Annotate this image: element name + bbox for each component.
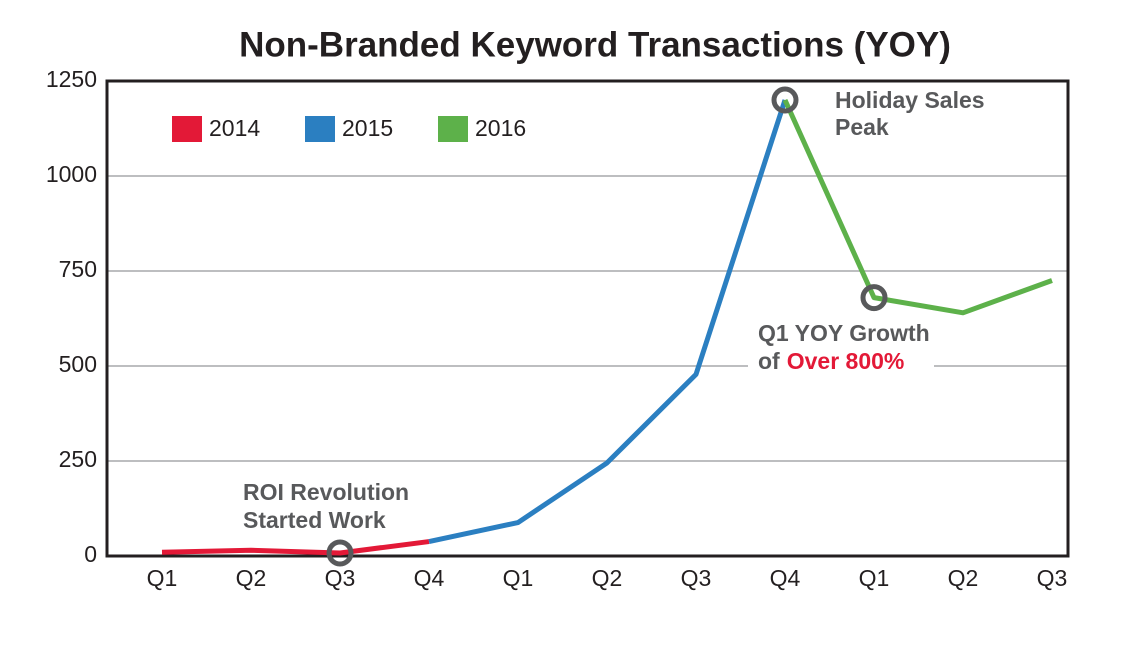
y-tick-label: 250 bbox=[59, 446, 97, 472]
x-tick-label: Q1 bbox=[859, 565, 890, 591]
legend-swatch bbox=[305, 116, 335, 142]
x-tick-label: Q2 bbox=[592, 565, 623, 591]
x-tick-label: Q2 bbox=[236, 565, 267, 591]
legend-swatch bbox=[438, 116, 468, 142]
x-tick-label: Q3 bbox=[1037, 565, 1068, 591]
chart-title: Non-Branded Keyword Transactions (YOY) bbox=[239, 25, 951, 64]
x-tick-label: Q4 bbox=[770, 565, 801, 591]
legend-label: 2016 bbox=[475, 115, 526, 141]
data-line bbox=[428, 99, 788, 545]
annotation: of Over 800% bbox=[758, 348, 904, 374]
legend-label: 2015 bbox=[342, 115, 393, 141]
y-tick-label: 750 bbox=[59, 256, 97, 282]
annotation: Peak bbox=[835, 114, 889, 140]
x-tick-label: Q3 bbox=[681, 565, 712, 591]
data-line bbox=[782, 98, 1053, 316]
legend-swatch bbox=[172, 116, 202, 142]
y-tick-label: 0 bbox=[84, 541, 97, 567]
highlight-circle bbox=[326, 539, 354, 567]
annotation: Holiday Sales bbox=[835, 87, 985, 113]
x-tick-label: Q1 bbox=[503, 565, 534, 591]
highlight-circle bbox=[860, 284, 888, 312]
annotation: Q1 YOY Growth bbox=[758, 320, 930, 346]
legend-label: 2014 bbox=[209, 115, 260, 141]
x-tick-label: Q4 bbox=[414, 565, 445, 591]
annotation-background bbox=[748, 318, 934, 380]
x-tick-label: Q2 bbox=[948, 565, 979, 591]
x-tick-label: Q1 bbox=[147, 565, 178, 591]
y-tick-label: 500 bbox=[59, 351, 97, 377]
annotation: Started Work bbox=[243, 507, 386, 533]
annotation-part: of bbox=[758, 348, 780, 374]
annotation: ROI Revolution bbox=[243, 479, 409, 505]
annotation-highlight: Over 800% bbox=[787, 348, 905, 374]
y-tick-label: 1000 bbox=[46, 161, 97, 187]
y-tick-label: 1250 bbox=[46, 66, 97, 92]
plot-frame bbox=[105, 79, 1070, 558]
x-tick-label: Q3 bbox=[325, 565, 356, 591]
highlight-circle bbox=[771, 86, 799, 114]
data-line bbox=[161, 539, 430, 556]
